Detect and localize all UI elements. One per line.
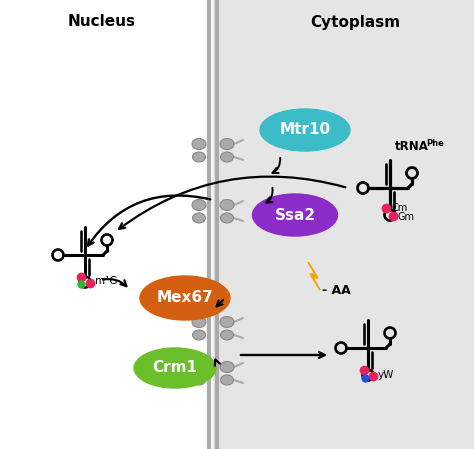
Ellipse shape [220, 199, 234, 211]
Text: Mex67: Mex67 [156, 291, 213, 305]
Ellipse shape [220, 317, 234, 327]
Ellipse shape [192, 138, 206, 150]
Polygon shape [308, 262, 320, 290]
Ellipse shape [253, 194, 337, 236]
Ellipse shape [220, 361, 234, 373]
Text: Ssa2: Ssa2 [274, 207, 316, 223]
Ellipse shape [220, 138, 234, 150]
Ellipse shape [192, 213, 206, 223]
Ellipse shape [220, 152, 234, 162]
Ellipse shape [192, 375, 206, 385]
Ellipse shape [220, 213, 234, 223]
Ellipse shape [192, 152, 206, 162]
Ellipse shape [220, 375, 234, 385]
Text: Nucleus: Nucleus [68, 14, 136, 30]
Text: Gm: Gm [398, 212, 415, 222]
Text: m¹G: m¹G [95, 276, 118, 286]
Ellipse shape [192, 361, 206, 373]
Text: - AA: - AA [322, 283, 351, 296]
Ellipse shape [220, 330, 234, 340]
Text: yW: yW [378, 370, 394, 380]
Text: Cytoplasm: Cytoplasm [310, 14, 400, 30]
Ellipse shape [192, 330, 206, 340]
Ellipse shape [260, 109, 350, 151]
Ellipse shape [192, 317, 206, 327]
Ellipse shape [192, 199, 206, 211]
Text: Crm1: Crm1 [153, 361, 198, 375]
Text: Phe: Phe [426, 139, 444, 148]
Bar [213, 0, 474, 449]
Text: Mtr10: Mtr10 [280, 123, 330, 137]
Ellipse shape [134, 348, 216, 388]
Text: Cm: Cm [392, 203, 408, 213]
Text: tRNA: tRNA [395, 140, 429, 153]
Ellipse shape [140, 276, 230, 320]
